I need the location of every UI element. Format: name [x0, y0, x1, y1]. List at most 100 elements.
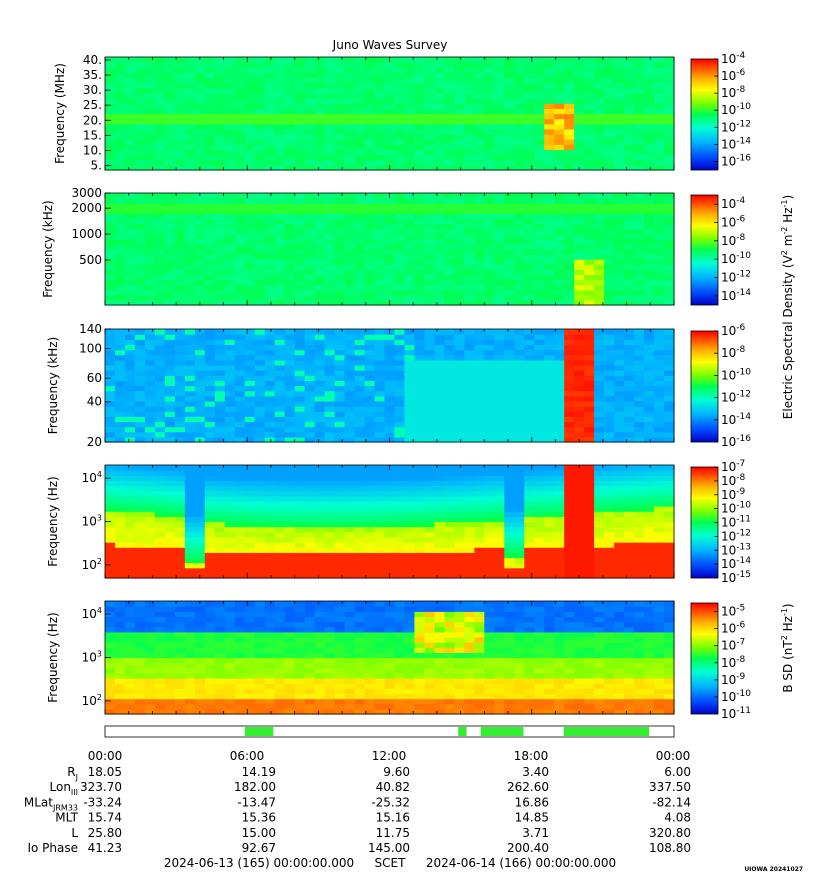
spectrogram-cell: [554, 67, 565, 74]
spectrogram-cell: [264, 552, 276, 559]
spectrogram-cell: [304, 516, 316, 523]
spectrogram-cell: [105, 203, 116, 209]
spectrogram-cell: [344, 223, 356, 230]
spectrogram-cell: [484, 552, 495, 559]
spectrogram-cell: [624, 213, 635, 220]
spectrogram-cell: [544, 118, 555, 125]
spectrogram-cell: [524, 470, 535, 476]
spectrogram-cell: [274, 123, 286, 130]
spectrogram-cell: [284, 526, 296, 533]
spectrogram-cell: [154, 390, 166, 397]
spectrogram-cell: [374, 128, 386, 135]
spectrogram-cell: [564, 269, 575, 276]
spectrogram-cell: [324, 521, 336, 528]
spectrogram-cell: [284, 411, 296, 417]
spectrogram-cell: [644, 77, 655, 84]
spectrogram-cell: [314, 354, 326, 361]
spectrogram-cell: [524, 72, 535, 79]
spectrogram-cell: [164, 223, 176, 230]
spectrogram-cell: [224, 203, 236, 209]
spectrogram-cell: [574, 149, 585, 156]
spectrogram-cell: [444, 339, 455, 346]
spectrogram-cell: [454, 547, 465, 553]
spectrogram-cell: [124, 572, 136, 579]
spectrogram-cell: [374, 113, 386, 120]
spectrogram-cell: [624, 159, 635, 166]
spectrogram-cell: [105, 552, 116, 559]
spectrogram-cell: [164, 552, 176, 559]
spectrogram-cell: [134, 490, 146, 497]
spectrogram-cell: [244, 67, 256, 74]
spectrogram-cell: [494, 213, 505, 220]
spectrogram-cell: [474, 542, 485, 548]
spectrogram-cell: [364, 354, 376, 361]
spectrogram-cell: [604, 299, 615, 306]
spectrogram-cell: [154, 495, 166, 502]
spectrogram-cell: [444, 284, 455, 291]
spectrogram-cell: [604, 284, 615, 291]
spectrogram-cell: [504, 238, 515, 245]
spectrogram-cell: [324, 562, 336, 569]
spectrogram-cell: [624, 390, 635, 397]
spectrogram-cell: [114, 354, 126, 361]
spectrogram-cell: [524, 113, 535, 120]
spectrogram-cell: [504, 364, 515, 371]
spectrogram-cell: [664, 238, 675, 245]
spectrogram-cell: [344, 203, 356, 209]
spectrogram-cell: [164, 475, 176, 482]
spectrogram-cell: [194, 354, 206, 361]
spectrogram-cell: [494, 57, 505, 63]
spectrogram-cell: [374, 259, 386, 265]
spectrogram-cell: [504, 72, 515, 79]
spectrogram-cell: [624, 198, 635, 204]
spectrogram-cell: [404, 77, 416, 84]
spectrogram-cell: [514, 198, 525, 204]
spectrogram-cell: [274, 465, 286, 471]
spectrogram-cell: [514, 526, 525, 533]
spectrogram-cell: [144, 223, 156, 230]
spectrogram-cell: [144, 57, 156, 63]
spectrogram-cell: [364, 542, 376, 548]
spectrogram-cell: [224, 139, 236, 145]
spectrogram-cell: [164, 380, 176, 387]
spectrogram-cell: [504, 294, 515, 301]
spectrogram-cell: [254, 98, 266, 104]
spectrogram-cell: [634, 118, 645, 125]
spectrogram-cell: [524, 249, 535, 255]
spectrogram-cell: [414, 567, 426, 574]
spectrogram-cell: [364, 411, 376, 417]
spectrogram-cell: [624, 164, 635, 171]
spectrogram-cell: [624, 279, 635, 286]
spectrogram-cell: [634, 284, 645, 291]
spectrogram-cell: [404, 395, 416, 402]
spectrogram-cell: [484, 123, 495, 130]
spectrogram-cell: [304, 269, 316, 276]
spectrogram-cell: [194, 284, 206, 291]
spectrogram-cell: [554, 557, 565, 564]
spectrogram-cell: [264, 547, 276, 553]
spectrogram-cell: [264, 299, 276, 306]
spectrogram-cell: [644, 193, 655, 199]
spectrogram-cell: [364, 134, 376, 140]
spectrogram-cell: [204, 370, 216, 376]
spectrogram-cell: [304, 364, 316, 371]
spectrogram-cell: [344, 542, 356, 548]
spectrogram-cell: [434, 208, 445, 214]
spectrogram-cell: [584, 359, 595, 366]
spectrogram-cell: [334, 243, 346, 250]
spectrogram-cell: [174, 87, 186, 94]
spectrogram-cell: [604, 62, 615, 68]
spectrogram-cell: [164, 274, 176, 281]
spectrogram-cell: [414, 208, 426, 214]
spectrogram-cell: [334, 426, 346, 433]
spectrogram-cell: [444, 233, 455, 240]
spectrogram-cell: [354, 87, 366, 94]
spectrogram-cell: [504, 299, 515, 306]
spectrogram-cell: [284, 223, 296, 230]
spectrogram-cell: [184, 542, 196, 548]
spectrogram-cell: [624, 269, 635, 276]
spectrogram-cell: [504, 547, 515, 553]
spectrogram-cell: [614, 344, 625, 351]
spectrogram-cell: [284, 465, 296, 471]
spectrogram-cell: [394, 390, 406, 397]
